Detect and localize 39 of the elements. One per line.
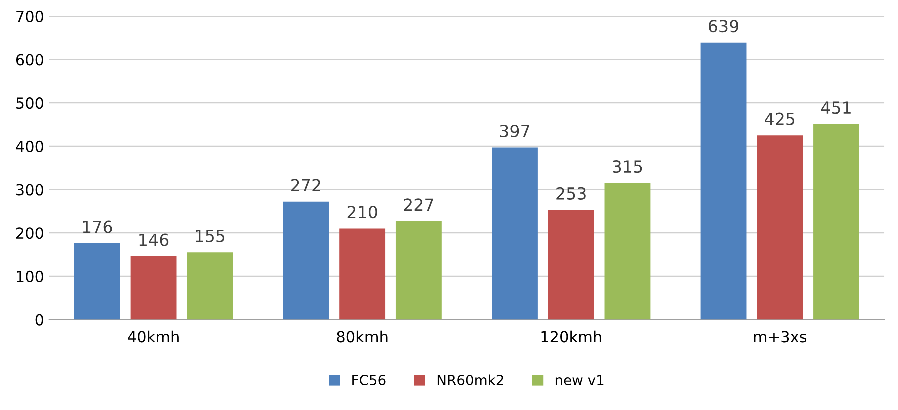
y-tick-label: 100: [17, 270, 44, 282]
y-tick-label: 300: [16, 184, 44, 196]
data-label: 315: [613, 160, 642, 174]
y-tick-label: 500: [16, 98, 44, 110]
y-tick-label: 200: [16, 228, 44, 240]
y-tick-label: 700: [16, 10, 44, 22]
x-tick-label: 80kmh: [337, 330, 388, 343]
bar: [700, 42, 747, 320]
data-label: 451: [821, 102, 851, 114]
y-tick-label: 600: [16, 54, 44, 66]
bar: [74, 244, 120, 320]
legend-label: NR60mk2: [438, 374, 504, 386]
bar: [340, 228, 386, 320]
data-label: 272: [292, 179, 320, 192]
data-label: 176: [83, 220, 112, 234]
legend-label: FC56: [352, 375, 386, 386]
y-tick-label: 0: [36, 314, 44, 326]
data-label: 253: [556, 187, 586, 200]
bar: [604, 183, 651, 320]
bar: [492, 148, 538, 320]
data-label: 425: [765, 112, 795, 126]
data-label: 397: [500, 124, 530, 138]
y-tick-label: 400: [16, 140, 44, 152]
bar: [396, 221, 442, 320]
data-label: 146: [140, 234, 169, 246]
data-label: 227: [404, 198, 434, 211]
data-label: 639: [709, 20, 738, 33]
bar: [757, 136, 804, 320]
data-label: 155: [196, 230, 225, 242]
bar: [548, 210, 594, 320]
x-tick-label: m+3xs: [754, 331, 807, 343]
bar: [814, 124, 860, 320]
x-tick-label: 120kmh: [542, 330, 602, 343]
x-tick-label: 40kmh: [128, 330, 179, 343]
legend-label: new v1: [556, 375, 604, 386]
bar: [187, 252, 234, 320]
data-label: 210: [348, 206, 378, 219]
bar: [130, 256, 177, 320]
bar: [283, 202, 330, 320]
